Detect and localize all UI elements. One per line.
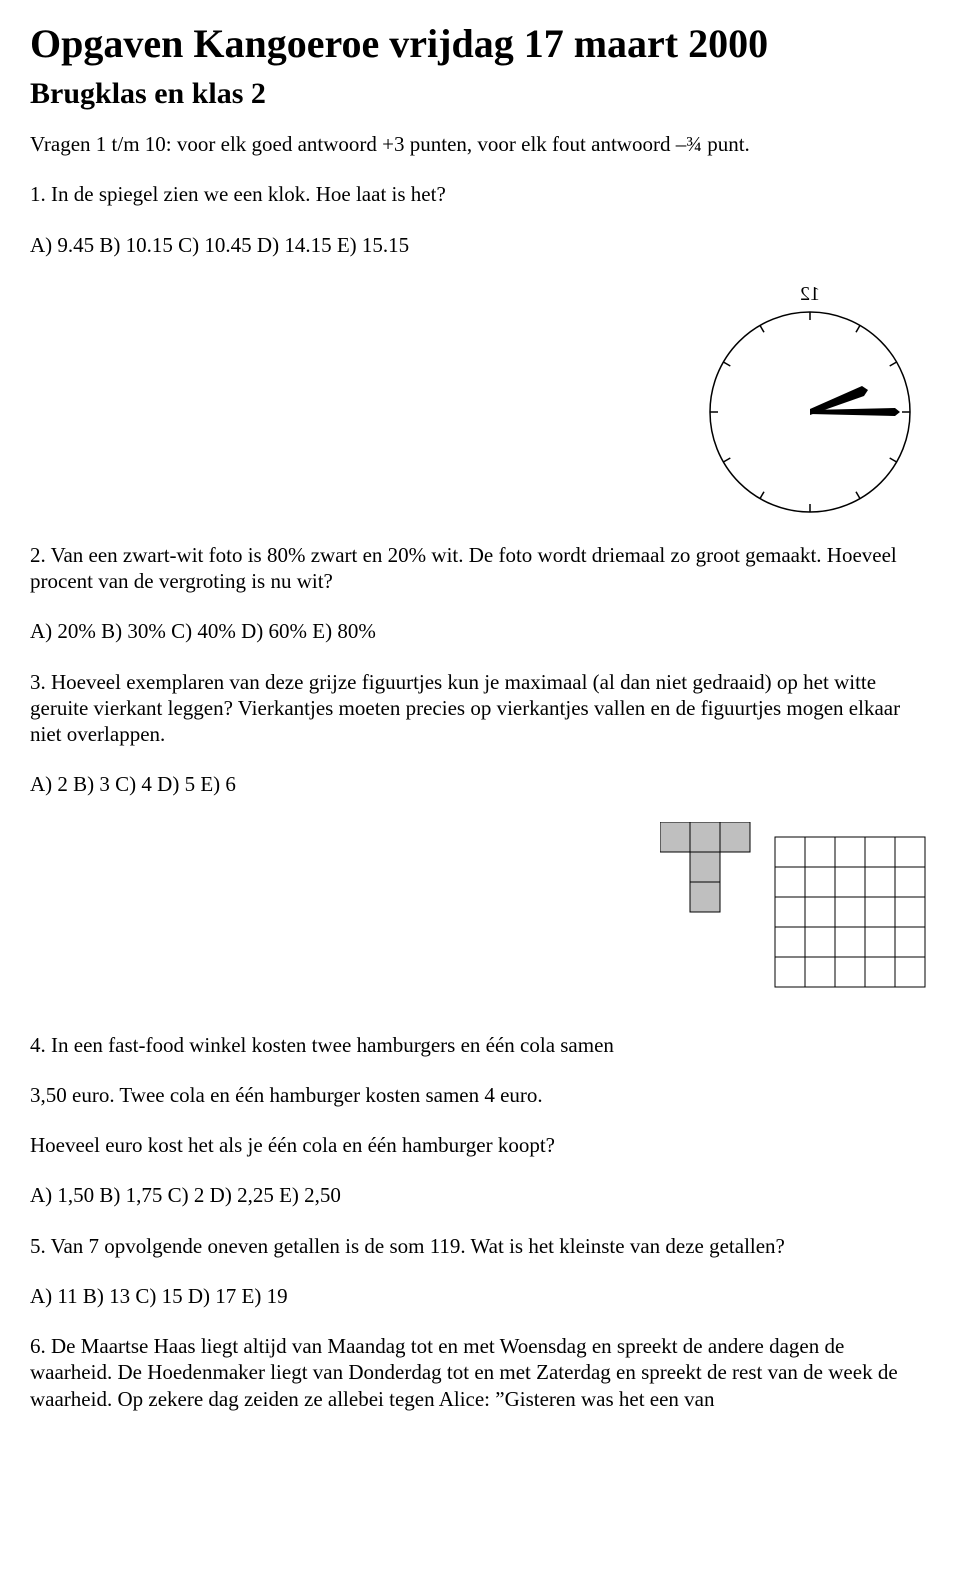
question-4-line1: 4. In een fast-food winkel kosten twee h… [30, 1032, 930, 1058]
question-2-text: 2. Van een zwart-wit foto is 80% zwart e… [30, 542, 930, 595]
question-3-answers: A) 2 B) 3 C) 4 D) 5 E) 6 [30, 771, 930, 797]
grid-svg [660, 822, 930, 1012]
question-4-line3: Hoeveel euro kost het als je één cola en… [30, 1132, 930, 1158]
question-5-answers: A) 11 B) 13 C) 15 D) 17 E) 19 [30, 1283, 930, 1309]
document-page: Opgaven Kangoeroe vrijdag 17 maart 2000 … [0, 0, 960, 1432]
question-1-text: 1. In de spiegel zien we een klok. Hoe l… [30, 181, 930, 207]
question-3-text: 3. Hoeveel exemplaren van deze grijze fi… [30, 669, 930, 748]
clock-svg: 12 [690, 282, 930, 522]
white-board [775, 837, 925, 987]
question-4-answers: A) 1,50 B) 1,75 C) 2 D) 2,25 E) 2,50 [30, 1182, 930, 1208]
question-6-text: 6. De Maartse Haas liegt altijd van Maan… [30, 1333, 930, 1412]
clock-figure: 12 [690, 282, 930, 522]
page-subtitle: Brugklas en klas 2 [30, 77, 930, 111]
clock-hands [810, 386, 900, 416]
page-title: Opgaven Kangoeroe vrijdag 17 maart 2000 [30, 20, 930, 67]
grid-figure [660, 822, 930, 1012]
grey-piece [660, 822, 750, 912]
question-2-answers: A) 20% B) 30% C) 40% D) 60% E) 80% [30, 618, 930, 644]
question-1-answers: A) 9.45 B) 10.15 C) 10.45 D) 14.15 E) 15… [30, 232, 930, 258]
clock-12-label: 12 [800, 283, 820, 305]
question-5-text: 5. Van 7 opvolgende oneven getallen is d… [30, 1233, 930, 1259]
question-4-line2: 3,50 euro. Twee cola en één hamburger ko… [30, 1082, 930, 1108]
scoring-rule: Vragen 1 t/m 10: voor elk goed antwoord … [30, 131, 930, 157]
